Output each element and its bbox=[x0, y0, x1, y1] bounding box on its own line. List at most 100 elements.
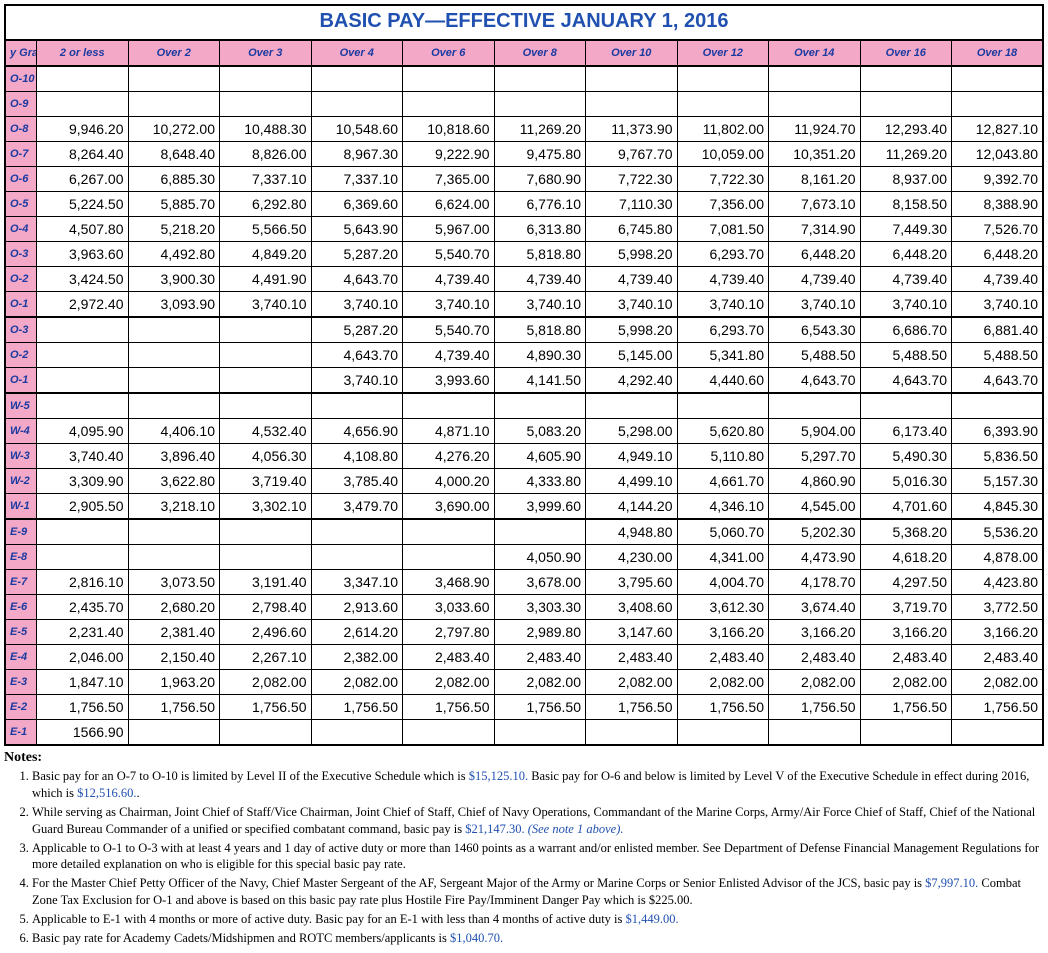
table-row: O-33,963.604,492.804,849.205,287.205,540… bbox=[5, 242, 1043, 267]
value-cell: 4,643.70 bbox=[311, 343, 403, 368]
table-row: W-44,095.904,406.104,532.404,656.904,871… bbox=[5, 419, 1043, 444]
table-row: O-89,946.2010,272.0010,488.3010,548.6010… bbox=[5, 117, 1043, 142]
value-cell: 6,881.40 bbox=[952, 317, 1044, 343]
value-cell bbox=[220, 368, 312, 394]
value-cell: 8,161.20 bbox=[769, 167, 861, 192]
value-cell: 4,276.20 bbox=[403, 444, 495, 469]
value-cell bbox=[769, 66, 861, 92]
value-cell: 3,740.10 bbox=[311, 368, 403, 394]
value-cell: 3,795.60 bbox=[586, 570, 678, 595]
value-cell bbox=[769, 92, 861, 117]
value-cell: 4,739.40 bbox=[403, 267, 495, 292]
value-cell bbox=[677, 393, 769, 419]
value-cell: 3,993.60 bbox=[403, 368, 495, 394]
value-cell: 3,740.10 bbox=[952, 292, 1044, 318]
value-cell: 7,081.50 bbox=[677, 217, 769, 242]
value-cell: 2,614.20 bbox=[311, 620, 403, 645]
value-cell: 3,166.20 bbox=[952, 620, 1044, 645]
value-cell: 7,314.90 bbox=[769, 217, 861, 242]
value-cell bbox=[37, 545, 129, 570]
value-cell: 5,297.70 bbox=[769, 444, 861, 469]
value-cell: 7,526.70 bbox=[952, 217, 1044, 242]
value-cell: 2,483.40 bbox=[403, 645, 495, 670]
value-cell: 2,082.00 bbox=[586, 670, 678, 695]
value-cell bbox=[311, 720, 403, 746]
value-cell: 4,656.90 bbox=[311, 419, 403, 444]
value-cell: 2,231.40 bbox=[37, 620, 129, 645]
value-cell: 3,622.80 bbox=[128, 469, 220, 494]
value-cell: 6,293.70 bbox=[677, 317, 769, 343]
grade-cell: W-3 bbox=[5, 444, 37, 469]
grade-cell: E-7 bbox=[5, 570, 37, 595]
value-cell: 7,722.30 bbox=[586, 167, 678, 192]
table-row: E-84,050.904,230.004,341.004,473.904,618… bbox=[5, 545, 1043, 570]
value-cell bbox=[311, 92, 403, 117]
value-cell: 11,924.70 bbox=[769, 117, 861, 142]
value-cell bbox=[677, 92, 769, 117]
value-cell: 4,618.20 bbox=[860, 545, 952, 570]
table-header-row: y Gra2 or lessOver 2Over 3Over 4Over 6Ov… bbox=[5, 40, 1043, 66]
value-cell: 4,440.60 bbox=[677, 368, 769, 394]
table-row: O-9 bbox=[5, 92, 1043, 117]
value-cell: 3,772.50 bbox=[952, 595, 1044, 620]
value-cell: 3,740.40 bbox=[37, 444, 129, 469]
note-item: For the Master Chief Petty Officer of th… bbox=[32, 875, 1044, 909]
value-cell bbox=[220, 92, 312, 117]
value-cell: 2,483.40 bbox=[769, 645, 861, 670]
value-cell: 4,890.30 bbox=[494, 343, 586, 368]
value-cell: 7,337.10 bbox=[311, 167, 403, 192]
value-cell: 4,491.90 bbox=[220, 267, 312, 292]
value-cell: 3,309.90 bbox=[37, 469, 129, 494]
value-cell: 5,620.80 bbox=[677, 419, 769, 444]
value-cell: 5,540.70 bbox=[403, 242, 495, 267]
value-cell: 4,948.80 bbox=[586, 519, 678, 545]
grade-cell: O-2 bbox=[5, 267, 37, 292]
table-row: O-55,224.505,885.706,292.806,369.606,624… bbox=[5, 192, 1043, 217]
value-cell: 3,719.40 bbox=[220, 469, 312, 494]
value-cell bbox=[128, 545, 220, 570]
value-cell: 2,496.60 bbox=[220, 620, 312, 645]
value-cell: 3,033.60 bbox=[403, 595, 495, 620]
value-cell: 3,303.30 bbox=[494, 595, 586, 620]
grade-cell: O-8 bbox=[5, 117, 37, 142]
value-cell: 10,818.60 bbox=[403, 117, 495, 142]
value-cell: 3,963.60 bbox=[37, 242, 129, 267]
value-cell: 3,896.40 bbox=[128, 444, 220, 469]
col-over-8: Over 8 bbox=[494, 40, 586, 66]
page-title: BASIC PAY—EFFECTIVE JANUARY 1, 2016 bbox=[4, 4, 1044, 39]
value-cell bbox=[37, 66, 129, 92]
value-cell bbox=[128, 368, 220, 394]
value-cell: 4,949.10 bbox=[586, 444, 678, 469]
value-cell bbox=[952, 92, 1044, 117]
col-grade: y Gra bbox=[5, 40, 37, 66]
table-row: E-21,756.501,756.501,756.501,756.501,756… bbox=[5, 695, 1043, 720]
grade-cell: O-7 bbox=[5, 142, 37, 167]
value-cell bbox=[37, 368, 129, 394]
value-cell: 4,739.40 bbox=[494, 267, 586, 292]
value-cell: 5,157.30 bbox=[952, 469, 1044, 494]
value-cell: 1,756.50 bbox=[860, 695, 952, 720]
value-cell: 1,756.50 bbox=[37, 695, 129, 720]
value-cell: 4,341.00 bbox=[677, 545, 769, 570]
value-cell: 2,082.00 bbox=[860, 670, 952, 695]
value-cell: 3,191.40 bbox=[220, 570, 312, 595]
value-cell: 2,267.10 bbox=[220, 645, 312, 670]
value-cell: 2,046.00 bbox=[37, 645, 129, 670]
value-cell: 2,082.00 bbox=[220, 670, 312, 695]
value-cell: 4,346.10 bbox=[677, 494, 769, 520]
col-over-10: Over 10 bbox=[586, 40, 678, 66]
value-cell bbox=[128, 519, 220, 545]
value-cell: 4,108.80 bbox=[311, 444, 403, 469]
note-item: Basic pay for an O-7 to O-10 is limited … bbox=[32, 768, 1044, 802]
value-cell bbox=[37, 343, 129, 368]
table-row: O-24,643.704,739.404,890.305,145.005,341… bbox=[5, 343, 1043, 368]
value-cell: 2,483.40 bbox=[677, 645, 769, 670]
value-cell: 4,643.70 bbox=[952, 368, 1044, 394]
value-cell: 8,264.40 bbox=[37, 142, 129, 167]
value-cell: 5,016.30 bbox=[860, 469, 952, 494]
value-cell: 4,141.50 bbox=[494, 368, 586, 394]
value-cell: 4,739.40 bbox=[586, 267, 678, 292]
value-cell: 6,393.90 bbox=[952, 419, 1044, 444]
value-cell: 4,545.00 bbox=[769, 494, 861, 520]
value-cell bbox=[311, 66, 403, 92]
